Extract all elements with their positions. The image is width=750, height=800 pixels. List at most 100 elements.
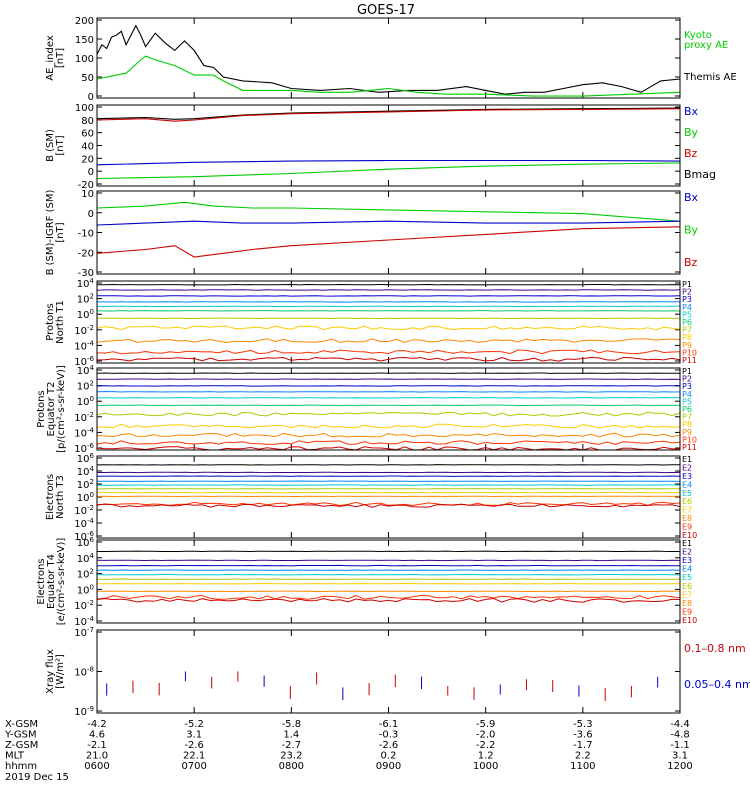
y-tick-label: -10 xyxy=(78,229,94,240)
channel-label-e8: E8 xyxy=(682,599,692,608)
y-tick-label: 60 xyxy=(81,129,94,140)
y-tick-label: -20 xyxy=(78,180,94,191)
channel-line-p7 xyxy=(96,411,681,417)
legend-label-3: Themis AE xyxy=(683,72,737,83)
channel-label-p11: P11 xyxy=(682,443,697,452)
x-axis-cell: -2.0 xyxy=(476,730,496,741)
y-axis-label: Protons xyxy=(36,390,47,427)
channel-label-e10: E10 xyxy=(682,616,697,625)
x-axis-row-label: hhmm xyxy=(5,761,37,772)
channel-line-e6 xyxy=(96,578,681,581)
channel-label-p1: P1 xyxy=(682,367,692,376)
channel-label-e7: E7 xyxy=(682,590,692,599)
channel-label-p9: P9 xyxy=(682,341,692,350)
channel-label-p1: P1 xyxy=(682,280,692,289)
channel-label-p3: P3 xyxy=(682,382,692,391)
channel-line-e7 xyxy=(96,582,681,585)
y-tick-label: 10-2 xyxy=(74,504,94,517)
channel-line-p10 xyxy=(96,349,681,355)
series-line-1 xyxy=(96,201,681,222)
y-tick-label: 40 xyxy=(81,142,94,153)
y-tick-label: 0 xyxy=(88,209,94,220)
panel-3: B (SM)-IGRF (SM) [nT] 10 0 -10 -20 -30 Bx By Bz xyxy=(45,189,699,279)
y-tick-label: 10-2 xyxy=(74,599,94,612)
panel-frame xyxy=(96,539,681,624)
panel-5: Protons Equator T2 [p/(cm²-s-sr-keV)] 104 10… xyxy=(36,364,697,455)
channel-label-p2: P2 xyxy=(682,288,692,297)
channel-label-p11: P11 xyxy=(682,356,697,365)
x-axis-cell: 22.1 xyxy=(183,751,205,762)
y-tick-label: 0 xyxy=(88,92,94,103)
x-axis-cell: 1.4 xyxy=(283,730,299,741)
channel-label-p8: P8 xyxy=(682,333,692,342)
x-axis-cell: 3.1 xyxy=(672,751,688,762)
channel-label-e7: E7 xyxy=(682,506,692,515)
y-axis-label: [nT] xyxy=(55,222,66,242)
y-tick-label: 10-4 xyxy=(74,339,94,352)
x-axis-row-label: MLT xyxy=(5,751,25,762)
channel-label-e1: E1 xyxy=(682,455,692,464)
y-tick-label: 10-6 xyxy=(74,442,94,455)
y-tick-label: 150 xyxy=(75,35,94,46)
legend-label-1: Bx xyxy=(684,105,699,118)
channel-label-e10: E10 xyxy=(682,531,697,540)
legend-label-2: By xyxy=(684,224,699,237)
channel-label-p6: P6 xyxy=(682,405,692,414)
y-axis-label: [e/(cm²-s-sr-keV)] xyxy=(56,538,67,626)
channel-label-p2: P2 xyxy=(682,375,692,384)
channel-label-e2: E2 xyxy=(682,463,692,472)
y-tick-label: 10 xyxy=(81,189,94,200)
series-line-2 xyxy=(96,220,681,226)
channel-label-e8: E8 xyxy=(682,514,692,523)
x-axis-cell: -2.1 xyxy=(87,740,107,751)
y-tick-label: 10-4 xyxy=(74,426,94,439)
x-axis-cell: 1.2 xyxy=(478,751,494,762)
channel-line-p8 xyxy=(96,423,681,429)
y-axis-label: [p/(cm²-s-sr-keV)] xyxy=(56,365,67,453)
y-tick-label: 80 xyxy=(81,116,94,127)
x-axis-cell: 0600 xyxy=(84,761,109,772)
x-axis-cell: 3.1 xyxy=(186,730,202,741)
channel-label-e4: E4 xyxy=(682,565,692,574)
x-axis-cell: 21.0 xyxy=(86,751,108,762)
x-axis-cell: -3.6 xyxy=(573,730,593,741)
channel-line-p11 xyxy=(96,356,681,362)
y-tick-label: 104 xyxy=(77,465,95,478)
channel-label-p3: P3 xyxy=(682,295,692,304)
channel-line-e9 xyxy=(96,594,681,600)
legend-label-4: Bmag xyxy=(684,168,716,181)
panel-4: Protons North T1 104 102 100 10-2 10-4 10-6 P1P2… xyxy=(45,277,697,368)
x-axis-cell: -4.2 xyxy=(87,719,107,730)
x-axis-cell: -4.4 xyxy=(670,719,690,730)
channel-label-p10: P10 xyxy=(682,435,697,444)
x-axis-cell: 1200 xyxy=(667,761,692,772)
channel-label-p9: P9 xyxy=(682,428,692,437)
legend-label-1: Bx xyxy=(684,191,699,204)
y-tick-label: 100 xyxy=(77,308,94,321)
y-tick-label: 10-7 xyxy=(74,626,94,639)
y-tick-label: 10-8 xyxy=(74,666,94,679)
channel-label-e5: E5 xyxy=(682,573,692,582)
y-tick-label: 104 xyxy=(77,552,95,565)
channel-label-p10: P10 xyxy=(682,348,697,357)
channel-label-p7: P7 xyxy=(682,326,692,335)
channel-line-p8 xyxy=(96,325,681,331)
legend-label-2: proxy AE xyxy=(684,40,728,51)
panel-frame xyxy=(96,104,681,187)
x-axis-cell: 2.2 xyxy=(575,751,591,762)
channel-label-e9: E9 xyxy=(682,523,692,532)
channel-label-e4: E4 xyxy=(682,480,692,489)
channel-label-p6: P6 xyxy=(682,318,692,327)
channel-label-p5: P5 xyxy=(682,397,692,406)
y-tick-label: 0 xyxy=(88,167,94,178)
series-line-1 xyxy=(96,107,681,120)
channel-line-p5 xyxy=(96,305,681,308)
y-tick-label: 104 xyxy=(77,364,95,377)
y-axis-label: Equator T2 xyxy=(46,382,57,437)
y-tick-label: -20 xyxy=(78,248,94,259)
channel-line-p9 xyxy=(96,432,681,438)
